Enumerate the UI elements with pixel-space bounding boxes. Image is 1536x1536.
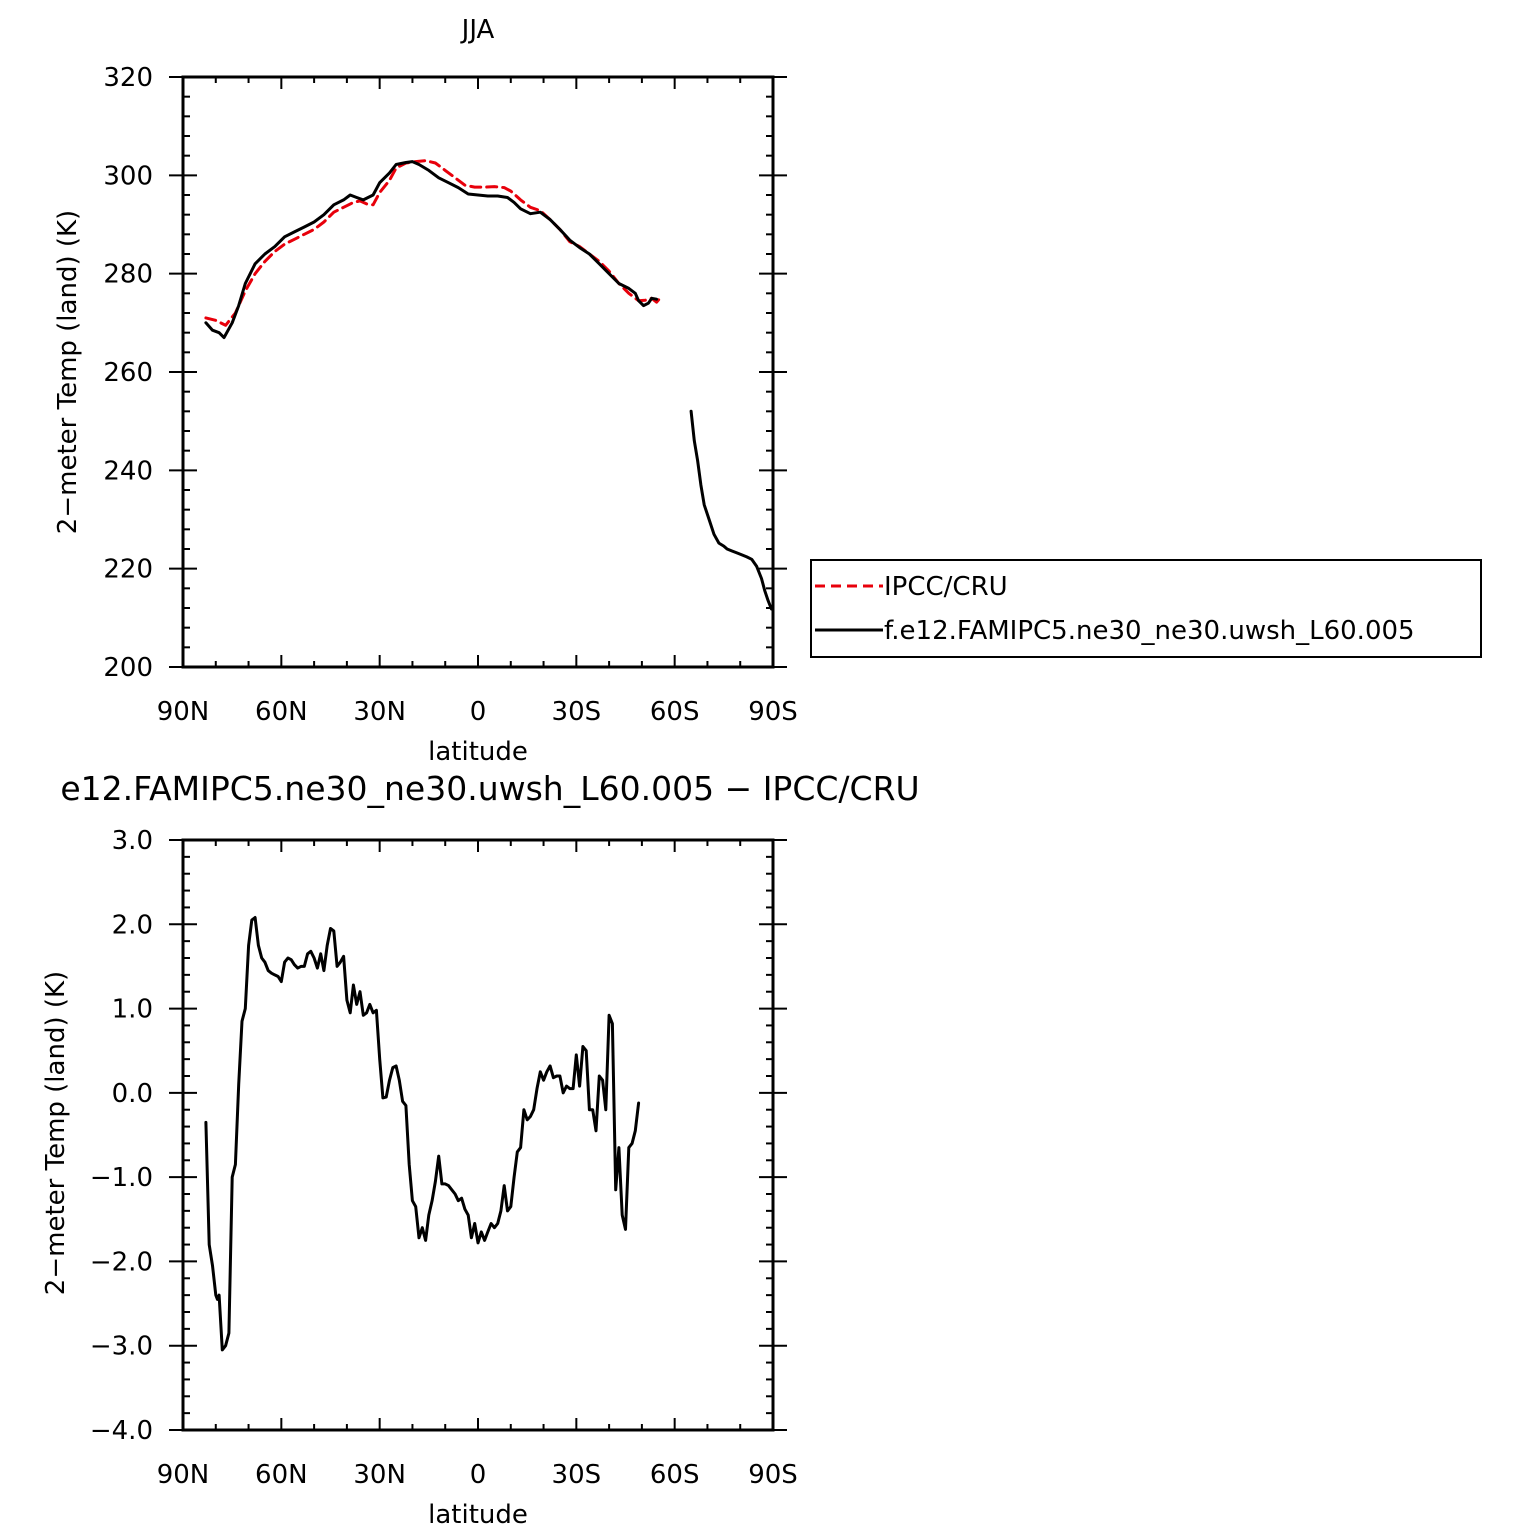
bottom-y-tick-label: −3.0 (90, 1332, 153, 1362)
legend-label-model: f.e12.FAMIPC5.ne30_ne30.uwsh_L60.005 (884, 616, 1415, 646)
bottom-series-line-0 (204, 916, 641, 1352)
top-x-tick-label: 60N (255, 697, 308, 727)
top-y-tick-label: 220 (103, 555, 153, 585)
top-x-tick-label: 90N (157, 697, 210, 727)
top-y-tick-label: 320 (103, 63, 153, 93)
legend-label-obs: IPCC/CRU (884, 572, 1008, 602)
legend: IPCC/CRU f.e12.FAMIPC5.ne30_ne30.uwsh_L6… (810, 559, 1482, 658)
top-y-tick-label: 300 (103, 161, 153, 191)
bottom-chart-axes: 90N 60N 30N 0 30S 60S 90S −4.0 −3.0 −2.0 −1.0 0.0 1.… (90, 826, 798, 1490)
bottom-plot-frame (181, 838, 775, 1432)
bottom-x-axis-label: latitude (428, 1500, 528, 1530)
top-chart-axes: 90N 60N 30N 0 30S 60S 90S 200 220 240 260 280 300 320 (103, 63, 797, 727)
bottom-y-tick-label: 2.0 (112, 910, 153, 940)
bottom-x-tick-label: 60N (255, 1460, 308, 1490)
bottom-x-tick-label: 30N (353, 1460, 406, 1490)
top-plot-frame (181, 75, 775, 669)
bottom-y-tick-label: 1.0 (112, 995, 153, 1025)
bottom-x-tick-label: 30S (552, 1460, 602, 1490)
bottom-y-axis-label: 2−meter Temp (land) (K) (41, 971, 71, 1295)
bottom-x-tick-label: 60S (650, 1460, 700, 1490)
top-y-tick-label: 200 (103, 653, 153, 683)
top-x-tick-label: 30S (552, 697, 602, 727)
bottom-y-tick-label: 0.0 (112, 1079, 153, 1109)
bottom-chart: e12.FAMIPC5.ne30_ne30.uwsh_L60.005 − IPC… (41, 769, 920, 1530)
top-x-tick-label: 90S (748, 697, 798, 727)
bottom-chart-lines (204, 916, 641, 1352)
bottom-chart-title: e12.FAMIPC5.ne30_ne30.uwsh_L60.005 − IPC… (60, 769, 919, 808)
top-y-tick-label: 240 (103, 456, 153, 486)
top-series-line-1 (204, 160, 659, 340)
bottom-y-tick-label: −2.0 (90, 1247, 153, 1277)
bottom-y-tick-label: 3.0 (112, 826, 153, 856)
top-y-tick-label: 260 (103, 358, 153, 388)
top-series-line-0 (204, 159, 662, 327)
top-x-tick-label: 30N (353, 697, 406, 727)
top-chart-title: JJA (460, 15, 495, 45)
top-chart-lines (204, 159, 773, 611)
bottom-x-tick-label: 90S (748, 1460, 798, 1490)
bottom-y-tick-label: −4.0 (90, 1416, 153, 1446)
legend-box (810, 559, 1482, 658)
bottom-y-tick-label: −1.0 (90, 1163, 153, 1193)
top-chart: JJA 90N 60N 30N 0 30S 60S 90S 200 220 240 260 280 30… (53, 15, 798, 767)
top-x-tick-label: 60S (650, 697, 700, 727)
top-x-tick-label: 0 (470, 697, 487, 727)
top-x-axis-label: latitude (428, 737, 528, 767)
top-series-line-2 (689, 409, 773, 611)
bottom-x-tick-label: 0 (470, 1460, 487, 1490)
top-y-tick-label: 280 (103, 260, 153, 290)
bottom-x-tick-label: 90N (157, 1460, 210, 1490)
top-y-axis-label: 2−meter Temp (land) (K) (53, 210, 83, 534)
